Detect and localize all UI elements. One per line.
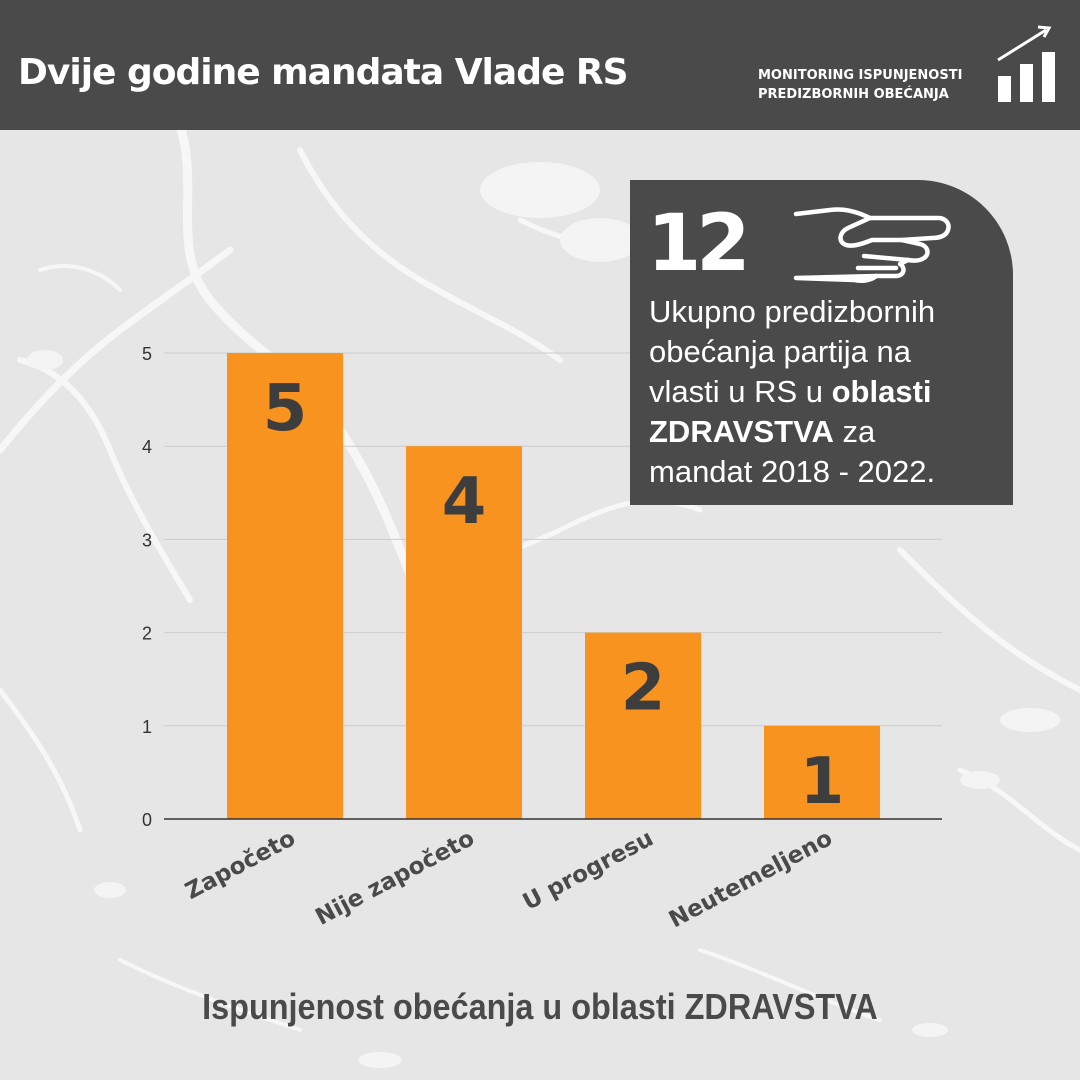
bar-value-label: 2 bbox=[621, 652, 666, 726]
info-line-2: obećanja partija na bbox=[649, 334, 911, 369]
bar bbox=[764, 725, 880, 819]
info-line-3: vlasti u RS u oblasti bbox=[649, 372, 1009, 412]
category-label: Nije započeto bbox=[311, 825, 478, 931]
bar-value-label: 1 bbox=[800, 745, 845, 819]
info-line-4-text: za bbox=[833, 414, 876, 449]
y-tick-label: 2 bbox=[142, 624, 152, 644]
total-promises-number: 12 bbox=[647, 199, 751, 289]
pointing-hand-icon bbox=[793, 207, 951, 284]
bar-value-label: 5 bbox=[263, 372, 308, 446]
map-texture-background bbox=[0, 130, 1080, 1068]
header-bar: Dvije godine mandata Vlade RS MONITORING… bbox=[0, 0, 1080, 130]
chart-title: Ispunjenost obećanja u oblasti ZDRAVSTVA bbox=[202, 986, 878, 1027]
y-tick-label: 4 bbox=[142, 437, 152, 457]
bar-chart-trend-icon bbox=[997, 25, 1055, 102]
badge-line-1: MONITORING ISPUNJENOSTI bbox=[758, 68, 963, 83]
info-line-3-text: vlasti u RS u bbox=[649, 374, 832, 409]
y-tick-label: 3 bbox=[142, 530, 152, 550]
info-line-4-bold: ZDRAVSTVA bbox=[649, 414, 834, 449]
info-box: 12 Ukupno predizbornih obećanja partija … bbox=[630, 180, 1013, 505]
category-label: U progresu bbox=[519, 825, 658, 915]
info-description: Ukupno predizbornih obećanja partija na … bbox=[649, 292, 1009, 492]
info-line-5: mandat 2018 - 2022. bbox=[649, 454, 936, 489]
info-line-1: Ukupno predizbornih bbox=[649, 294, 936, 329]
bar bbox=[585, 632, 701, 819]
badge-line-2: PREDIZBORNIH OBEĆANJA bbox=[758, 87, 949, 102]
page-title: Dvije godine mandata Vlade RS bbox=[18, 52, 629, 93]
bar bbox=[406, 446, 522, 819]
y-tick-label: 1 bbox=[142, 717, 152, 737]
bar bbox=[227, 353, 343, 819]
y-tick-label: 0 bbox=[142, 810, 152, 830]
category-label: Neutemeljeno bbox=[665, 825, 837, 933]
bar-value-label: 4 bbox=[442, 465, 487, 539]
y-tick-label: 5 bbox=[142, 344, 152, 364]
info-line-3-bold: oblasti bbox=[831, 374, 932, 409]
info-line-4: ZDRAVSTVA za bbox=[649, 412, 1009, 452]
monitoring-badge: MONITORING ISPUNJENOSTI PREDIZBORNIH OBE… bbox=[758, 66, 962, 104]
category-label: Započeto bbox=[181, 825, 300, 905]
